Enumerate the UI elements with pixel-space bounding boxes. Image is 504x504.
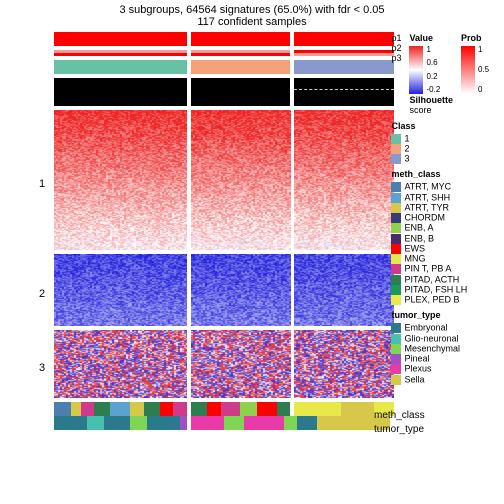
legend-panel: p1p2p3Value-0.20.20.61SilhouettescorePro… — [391, 34, 502, 391]
chart-subtitle: 117 confident samples — [0, 16, 504, 28]
heatmap-block — [54, 254, 394, 326]
chart-title: 3 subgroups, 64564 signatures (65.0%) wi… — [0, 0, 504, 16]
heatmap-block — [54, 330, 394, 398]
bottom-label-meth: meth_class — [374, 410, 425, 421]
row-group-label: 2 — [30, 258, 54, 330]
track-class — [54, 60, 394, 74]
row-group-label: 3 — [30, 334, 54, 402]
heatmap-block — [54, 110, 394, 250]
track-silhouette — [54, 78, 394, 106]
row-group-label: 1 — [30, 114, 54, 254]
bottom-label-tumor: tumor_type — [374, 424, 424, 435]
track-meth-class — [54, 402, 394, 416]
track-tumor-type — [54, 416, 394, 430]
track-p1 — [54, 32, 394, 46]
